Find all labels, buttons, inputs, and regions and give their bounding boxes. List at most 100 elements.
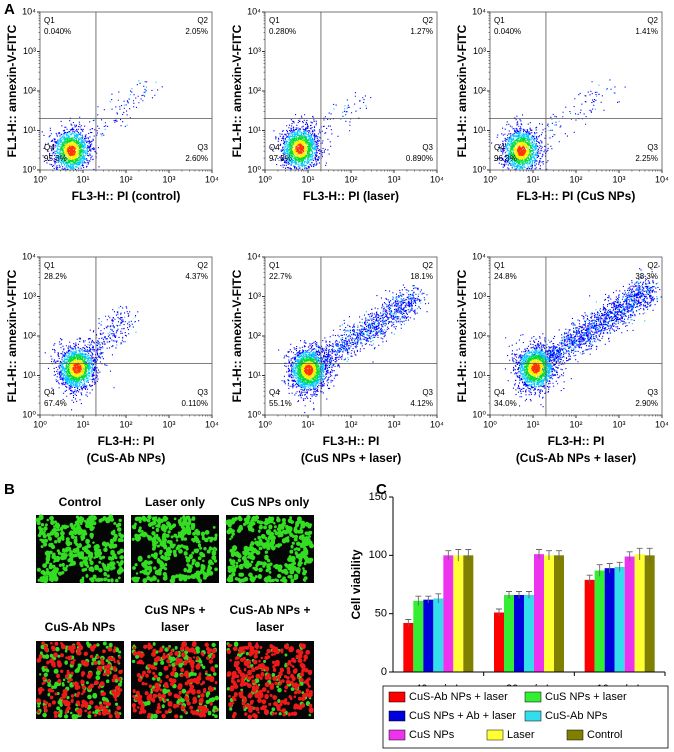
x-tick-label: 10⁴ xyxy=(655,174,669,184)
y-tick-label: 10³ xyxy=(248,46,261,56)
legend-label: CuS NPs xyxy=(409,729,455,741)
x-tick-label: 10⁴ xyxy=(205,419,219,429)
y-tick-label: 10⁴ xyxy=(247,251,261,261)
error-bar xyxy=(445,550,452,560)
y-tick-label: 10⁴ xyxy=(472,251,486,261)
red-cells xyxy=(36,641,123,719)
y-tick-label: 10⁰ xyxy=(247,409,261,419)
density-cloud xyxy=(44,305,140,411)
bar xyxy=(614,567,625,672)
legend-swatch xyxy=(566,729,584,741)
y-tick-label: 10¹ xyxy=(23,370,36,380)
quadrant-percent: 0.280% xyxy=(269,27,296,36)
y-axis-label: FL1-H:: annexin-V-FITC xyxy=(455,269,469,402)
error-bar xyxy=(596,564,603,577)
x-tick-label: 10¹ xyxy=(526,174,539,184)
y-tick-label: 10¹ xyxy=(473,125,486,135)
y-tick-label: 10² xyxy=(248,85,261,95)
y-axis-label: FL1-H:: annexin-V-FITC xyxy=(5,24,19,157)
bar xyxy=(463,555,474,672)
quadrant-percent: 67.4% xyxy=(44,399,67,408)
quadrant-name: Q2 xyxy=(422,16,433,25)
legend-swatch xyxy=(524,710,542,722)
green-cells xyxy=(225,515,314,584)
error-bar xyxy=(536,549,542,559)
quadrant-percent: 28.2% xyxy=(44,272,67,281)
legend-label: CuS NPs + laser xyxy=(545,691,627,703)
error-bar xyxy=(496,608,502,616)
error-bar xyxy=(465,549,472,562)
flow-plot: 10⁰ 10¹ 10² 10³ 10⁴ 10⁰ 10¹ 10² 10³ 10⁴ Q1 28.2% Q2 4… xyxy=(5,251,219,465)
flow-plot: 10⁰ 10¹ 10² 10³ 10⁴ 10⁰ 10¹ 10² 10³ 10⁴ Q1 0.040% Q2… xyxy=(5,6,219,203)
legend-swatch xyxy=(486,729,504,741)
quadrant-name: Q3 xyxy=(422,388,433,397)
bar xyxy=(594,570,605,672)
error-bar xyxy=(546,550,552,560)
quadrant-name: Q3 xyxy=(647,388,658,397)
x-tick-label: 10⁰ xyxy=(33,174,47,184)
legend-swatch xyxy=(388,691,406,703)
quadrant-name: Q2 xyxy=(197,16,208,25)
legend-label: CuS-Ab NPs xyxy=(545,710,608,722)
y-tick-label: 10¹ xyxy=(23,125,36,135)
quadrant-name: Q4 xyxy=(269,143,280,152)
y-tick-label: 10¹ xyxy=(473,370,486,380)
quadrant-percent: 22.7% xyxy=(269,272,292,281)
x-tick-label: 10³ xyxy=(387,419,400,429)
bar xyxy=(423,599,434,672)
y-tick-label: 100 xyxy=(369,549,387,561)
flow-plot: 10⁰ 10¹ 10² 10³ 10⁴ 10⁰ 10¹ 10² 10³ 10⁴ Q1 22.7% Q2 1… xyxy=(230,251,444,465)
y-tick-label: 10⁴ xyxy=(472,6,486,16)
quadrant-name: Q4 xyxy=(44,388,55,397)
x-tick-label: 10³ xyxy=(162,419,175,429)
plot-area xyxy=(264,256,438,416)
quadrant-percent: 1.41% xyxy=(635,27,658,36)
y-axis-label: FL1-H:: annexin-V-FITC xyxy=(230,24,244,157)
y-tick-label: 10⁴ xyxy=(247,6,261,16)
y-tick-label: 10³ xyxy=(473,291,486,301)
bar xyxy=(604,568,615,672)
density-cloud xyxy=(72,362,82,374)
legend-swatch xyxy=(388,710,406,722)
legend-label: Laser xyxy=(507,729,535,741)
y-tick-label: 10² xyxy=(23,330,36,340)
y-tick-label: 10⁰ xyxy=(472,409,486,419)
image-label: Control xyxy=(59,495,102,509)
quadrant-percent: 0.110% xyxy=(181,399,208,408)
y-tick-label: 10³ xyxy=(473,46,486,56)
error-bar xyxy=(636,547,643,560)
quadrant-name: Q2 xyxy=(197,261,208,270)
x-tick-label: 10⁰ xyxy=(483,174,497,184)
x-tick-label: 10¹ xyxy=(301,419,314,429)
x-axis-label: (CuS NPs + laser) xyxy=(301,451,401,465)
x-tick-label: 10¹ xyxy=(76,174,89,184)
bar xyxy=(453,555,464,672)
y-tick-label: 50 xyxy=(375,608,387,620)
x-tick-label: 10⁴ xyxy=(655,419,669,429)
quadrant-name: Q1 xyxy=(494,16,505,25)
density-cloud xyxy=(271,92,372,170)
error-bar xyxy=(646,547,653,563)
quadrant-name: Q4 xyxy=(269,388,280,397)
quadrant-name: Q4 xyxy=(494,143,505,152)
panel-label: A xyxy=(4,1,15,18)
flow-plot: 10⁰ 10¹ 10² 10³ 10⁴ 10⁰ 10¹ 10² 10³ 10⁴ Q1 0.040% Q2… xyxy=(455,6,669,203)
y-tick-label: 10⁰ xyxy=(22,164,36,174)
y-tick-label: 10² xyxy=(248,330,261,340)
bar xyxy=(554,555,564,672)
quadrant-name: Q4 xyxy=(44,143,55,152)
y-tick-label: 10⁰ xyxy=(472,164,486,174)
density-cloud xyxy=(491,79,626,170)
bar xyxy=(403,623,414,672)
y-tick-label: 10³ xyxy=(23,46,36,56)
bar xyxy=(524,595,534,672)
density-cloud xyxy=(295,143,305,155)
y-tick-label: 10⁰ xyxy=(22,409,36,419)
micrograph: Control xyxy=(35,495,125,584)
legend-swatch xyxy=(388,729,406,741)
quadrant-name: Q1 xyxy=(494,261,505,270)
density-cloud xyxy=(66,145,76,157)
error-bar xyxy=(556,550,562,560)
error-bar xyxy=(425,595,432,604)
